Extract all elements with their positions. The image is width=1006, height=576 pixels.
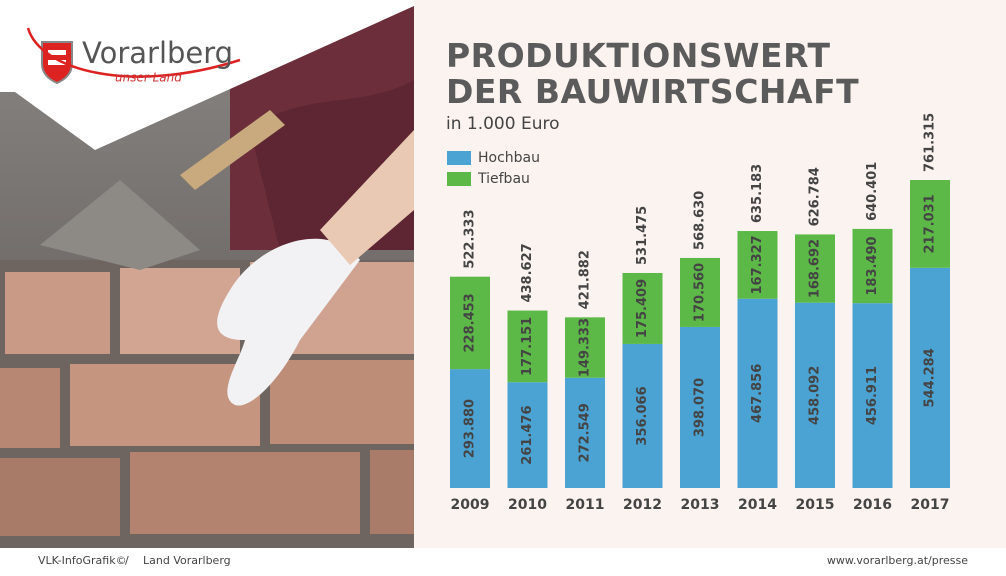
chart-title: PRODUKTIONSWERT DER BAUWIRTSCHAFT [446, 36, 860, 111]
logo: Vorarlberg unser Land [26, 27, 241, 85]
chart-subtitle: in 1.000 Euro [446, 114, 560, 134]
bar-segment [910, 267, 950, 488]
footer-middle: Land Vorarlberg [143, 554, 231, 567]
total-label: 531.475 [635, 206, 650, 265]
x-tick-label: 2014 [738, 497, 777, 513]
value-label: 261.476 [520, 405, 535, 464]
bar-segment [737, 298, 778, 488]
bar-segment [507, 382, 548, 488]
total-label: 522.333 [463, 209, 478, 268]
logo-panel [0, 0, 414, 150]
x-tick-label: 2009 [451, 497, 490, 513]
logo-tagline: unser Land [115, 71, 182, 85]
legend-label: Tiefbau [477, 171, 530, 187]
value-label: 168.692 [808, 239, 823, 298]
value-label: 167.327 [750, 235, 765, 294]
value-label: 228.453 [463, 293, 478, 352]
footer-right: www.vorarlberg.at/presse [827, 554, 968, 567]
value-label: 458.092 [808, 366, 823, 425]
bar-segment [622, 272, 663, 344]
footer-left: VLK-InfoGrafik© [38, 554, 127, 567]
legend-swatch [447, 151, 471, 165]
logo-name: Vorarlberg [82, 36, 233, 70]
total-label: 421.882 [578, 250, 593, 309]
bar-segment [450, 276, 490, 370]
bar-segment [565, 377, 605, 488]
bar-segment [450, 369, 490, 488]
bar-segment [795, 302, 835, 488]
x-tick-label: 2011 [566, 497, 605, 513]
bar-segment [565, 317, 605, 378]
value-label: 170.560 [693, 263, 708, 322]
total-label: 568.630 [693, 191, 708, 250]
bar-segment [507, 310, 548, 383]
footer-separator: / [125, 554, 129, 567]
value-label: 467.856 [750, 364, 765, 423]
legend-swatch [447, 172, 471, 186]
bar-segment [737, 231, 778, 299]
bar-segment [910, 180, 950, 268]
total-label: 640.401 [865, 162, 880, 221]
bar-segment [852, 303, 893, 488]
x-tick-label: 2017 [911, 497, 950, 513]
x-tick-label: 2012 [623, 497, 662, 513]
bar-segment [680, 257, 720, 327]
value-label: 217.031 [923, 194, 938, 253]
photo [0, 0, 414, 548]
legend-label: Hochbau [478, 150, 540, 166]
value-label: 456.911 [865, 366, 880, 425]
value-label: 398.070 [693, 378, 708, 437]
bar-segment [622, 343, 663, 488]
value-label: 544.284 [923, 348, 938, 407]
total-label: 761.315 [923, 113, 938, 172]
value-label: 356.066 [635, 386, 650, 445]
bar-segment [795, 234, 835, 303]
value-label: 272.549 [578, 403, 593, 462]
value-label: 177.151 [520, 317, 535, 376]
value-label: 293.880 [463, 399, 478, 458]
value-label: 175.409 [635, 279, 650, 338]
x-tick-label: 2015 [796, 497, 835, 513]
bar-segment [852, 228, 893, 304]
total-label: 626.784 [808, 167, 823, 226]
total-label: 635.183 [750, 164, 765, 223]
value-label: 149.333 [578, 318, 593, 377]
x-tick-label: 2016 [853, 497, 892, 513]
total-label: 438.627 [520, 243, 535, 302]
bar-segment [680, 326, 720, 488]
x-tick-label: 2010 [508, 497, 547, 513]
x-tick-label: 2013 [681, 497, 720, 513]
value-label: 183.490 [865, 236, 880, 295]
